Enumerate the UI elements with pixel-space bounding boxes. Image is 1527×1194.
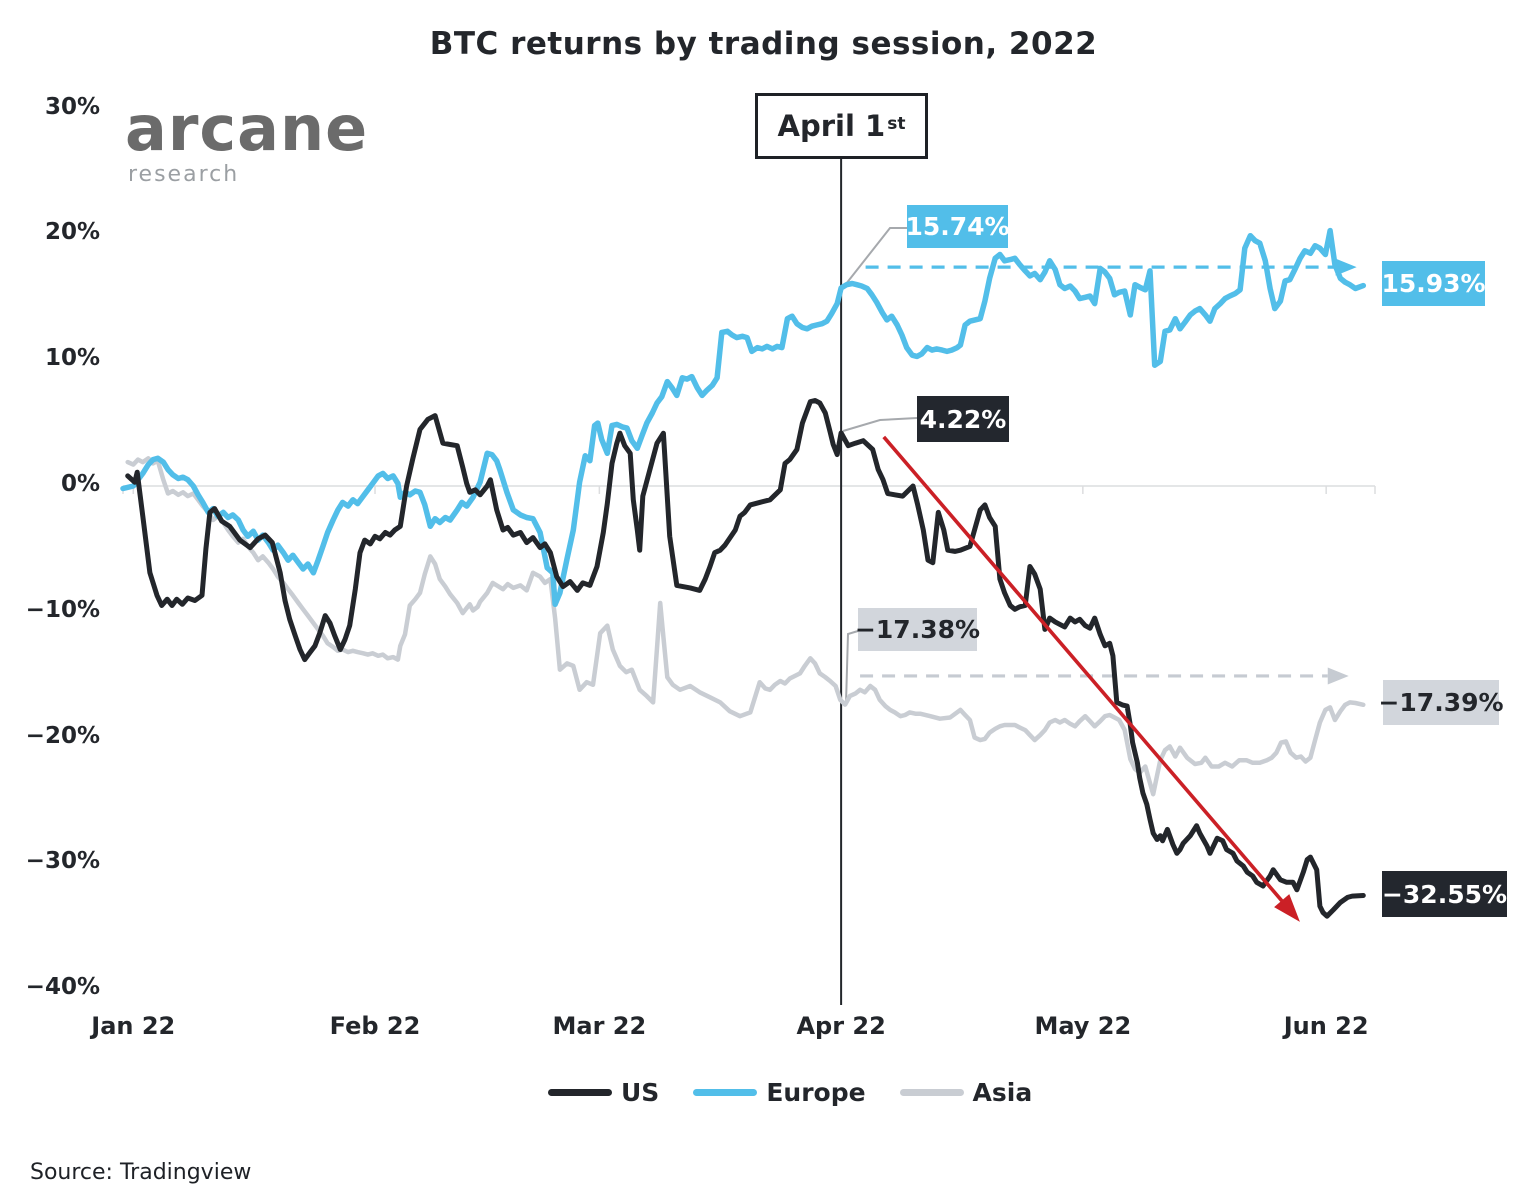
x-tick-label: Feb 22 xyxy=(329,1012,421,1040)
x-tick-label: Jun 22 xyxy=(1283,1012,1369,1040)
x-tick-label: May 22 xyxy=(1034,1012,1132,1040)
legend-item-asia: Asia xyxy=(899,1078,1033,1107)
dashed-arrowhead-asia xyxy=(1327,667,1349,685)
legend-label-us: US xyxy=(621,1078,660,1107)
callout-europe-april: 15.74% xyxy=(905,205,1010,248)
legend-label-asia: Asia xyxy=(972,1078,1033,1107)
y-tick-label: −30% xyxy=(25,848,100,875)
us-line-swatch xyxy=(548,1089,612,1096)
x-tick-label: Mar 22 xyxy=(552,1012,647,1040)
y-tick-label: 20% xyxy=(44,219,100,246)
callout-connector xyxy=(842,417,918,432)
page-title: BTC returns by trading session, 2022 xyxy=(429,26,1098,62)
callout-europe-end: 15.93% xyxy=(1381,261,1486,306)
y-tick-label: −20% xyxy=(25,722,100,749)
asia-line xyxy=(125,456,1366,797)
us-line xyxy=(125,398,1366,919)
trend-arrowhead xyxy=(1274,894,1300,922)
logo-wordmark: arcane xyxy=(125,92,369,165)
y-tick-label: 30% xyxy=(44,93,100,120)
callout-us-april: 4.22% xyxy=(917,396,1009,442)
april-1-label: April 1 xyxy=(777,109,886,143)
callout-asia-end: −17.39% xyxy=(1378,680,1504,725)
legend-item-us: US xyxy=(548,1078,659,1107)
callout-connector xyxy=(841,227,907,290)
callout-us-end: −32.55% xyxy=(1382,871,1507,917)
y-tick-label: 10% xyxy=(44,345,100,372)
legend: US Europe Asia xyxy=(548,1078,1032,1107)
callout-asia-april: −17.38% xyxy=(855,608,980,651)
y-tick-label: −40% xyxy=(25,974,100,1001)
y-tick-label: 0% xyxy=(60,471,100,497)
source-credit: Source: Tradingview xyxy=(30,1160,252,1185)
europe-line-swatch xyxy=(693,1089,758,1096)
x-tick-label: Jan 22 xyxy=(91,1012,176,1040)
callout-connector xyxy=(845,630,859,704)
trend-arrow-line xyxy=(882,435,1286,905)
y-tick-label: −10% xyxy=(25,596,100,623)
april-1-superscript: st xyxy=(887,114,906,134)
legend-label-europe: Europe xyxy=(766,1078,866,1107)
dashed-arrowhead-europe xyxy=(1335,258,1357,276)
asia-line-swatch xyxy=(899,1089,964,1096)
europe-line xyxy=(120,227,1367,608)
legend-item-europe: Europe xyxy=(693,1078,866,1107)
x-tick-label: Apr 22 xyxy=(796,1012,886,1040)
logo-subtitle: research xyxy=(128,162,240,187)
arcane-logo: arcane research xyxy=(125,98,368,186)
